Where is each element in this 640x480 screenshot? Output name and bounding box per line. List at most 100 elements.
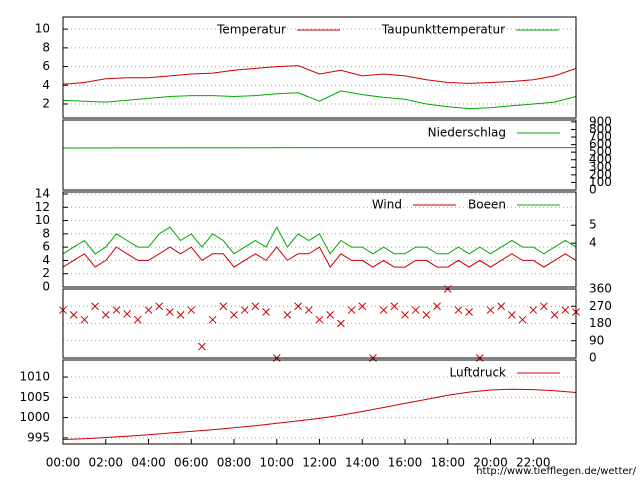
scatter-point <box>550 311 559 319</box>
scatter-point <box>422 311 431 319</box>
y2-tick-label: 500 <box>589 145 612 159</box>
y-tick-label: 2 <box>42 96 50 110</box>
panel-frame <box>62 191 577 288</box>
x-tick-label: 14:00 <box>345 456 380 470</box>
x-tick-label: 20:00 <box>473 456 508 470</box>
y2-tick-label: 600 <box>589 137 612 151</box>
scatter-point <box>155 302 164 311</box>
legend-label: Niederschlag <box>428 126 506 140</box>
scatter-point <box>337 319 345 328</box>
scatter-point <box>561 306 570 314</box>
scatter-point <box>304 306 313 314</box>
y2-tick-label: 0 <box>589 351 597 365</box>
scatter-point <box>529 306 538 314</box>
x-tick-label: 16:00 <box>388 456 423 470</box>
y-tick-label: 4 <box>42 78 50 92</box>
scatter-point <box>283 311 292 319</box>
scatter-point <box>347 306 356 314</box>
scatter-point <box>133 315 142 324</box>
scatter-point <box>518 315 527 324</box>
scatter-point <box>540 302 548 311</box>
y-tick-label: 8 <box>42 40 50 54</box>
scatter-point <box>80 315 89 324</box>
y2-tick-label: 4 <box>589 236 597 250</box>
scatter-point <box>465 308 473 316</box>
x-tick-label: 10:00 <box>259 456 294 470</box>
y-tick-label: 1005 <box>19 390 50 404</box>
y-tick-label: 14 <box>35 186 50 200</box>
scatter-point <box>230 311 238 319</box>
scatter-point <box>251 302 260 311</box>
x-tick-label: 08:00 <box>217 456 252 470</box>
scatter-point <box>69 311 78 319</box>
y2-tick-label: 400 <box>589 152 612 166</box>
scatter-point <box>390 302 399 311</box>
panel-frame <box>62 16 577 119</box>
y2-tick-label: 360 <box>589 282 612 296</box>
series-line <box>62 90 577 110</box>
y-tick-label: 6 <box>42 59 50 73</box>
scatter-point <box>508 311 516 319</box>
scatter-point <box>326 311 335 319</box>
scatter-point <box>144 306 153 314</box>
y-tick-label: 10 <box>35 22 50 36</box>
y-tick-label: 10 <box>35 213 50 227</box>
panel-frame <box>62 359 577 445</box>
y2-tick-label: 200 <box>589 167 612 181</box>
series-line <box>62 388 577 440</box>
legend-label: Luftdruck <box>449 366 506 380</box>
legend-label: Boeen <box>468 198 506 212</box>
scatter-point <box>262 308 270 316</box>
x-tick-label: 04:00 <box>131 456 166 470</box>
scatter-point <box>411 306 420 314</box>
legend-label: Temperatur <box>216 23 286 37</box>
scatter-point <box>198 342 206 351</box>
legend-label: Taupunkttemperatur <box>381 23 505 37</box>
scatter-point <box>240 306 249 314</box>
panel-frame <box>62 119 577 191</box>
y-tick-label: 4 <box>42 253 50 267</box>
x-tick-label: 02:00 <box>88 456 123 470</box>
y2-tick-label: 270 <box>589 299 612 313</box>
y-tick-label: 995 <box>27 430 50 444</box>
series-line <box>62 246 577 269</box>
scatter-point <box>219 302 228 311</box>
scatter-point <box>401 311 409 319</box>
footer-url: http://www.tiefflegen.de/wetter/ <box>476 466 636 477</box>
y2-tick-label: 0 <box>589 183 597 197</box>
scatter-point <box>187 306 196 314</box>
x-tick-label: 22:00 <box>516 456 551 470</box>
scatter-point <box>454 306 463 314</box>
scatter-point <box>176 311 185 319</box>
scatter-point <box>497 302 506 311</box>
y-tick-label: 1010 <box>19 370 50 384</box>
scatter-point <box>433 302 441 311</box>
y2-tick-label: 5 <box>589 218 597 232</box>
series-line <box>62 65 577 85</box>
y2-tick-label: 700 <box>589 130 612 144</box>
scatter-point <box>486 306 495 314</box>
series-line <box>62 226 577 255</box>
y2-tick-label: 900 <box>589 114 612 128</box>
y-tick-label: 6 <box>42 240 50 254</box>
y2-tick-label: 800 <box>589 122 612 136</box>
x-tick-label: 06:00 <box>174 456 209 470</box>
legend-label: Wind <box>372 198 402 212</box>
y-tick-label: 2 <box>42 266 50 280</box>
scatter-point <box>208 315 217 324</box>
y2-tick-label: 180 <box>589 316 612 330</box>
y-tick-label: 12 <box>35 200 50 214</box>
scatter-point <box>294 302 302 311</box>
scatter-point <box>91 302 99 311</box>
x-tick-label: 12:00 <box>302 456 337 470</box>
panel-frame <box>62 288 577 359</box>
scatter-point <box>379 306 388 314</box>
scatter-point <box>123 310 131 318</box>
x-tick-label: 00:00 <box>46 456 81 470</box>
x-tick-label: 18:00 <box>430 456 465 470</box>
y-tick-label: 0 <box>42 280 50 294</box>
scatter-point <box>166 308 174 316</box>
y2-tick-label: 100 <box>589 175 612 189</box>
y-tick-label: 1000 <box>19 410 50 424</box>
